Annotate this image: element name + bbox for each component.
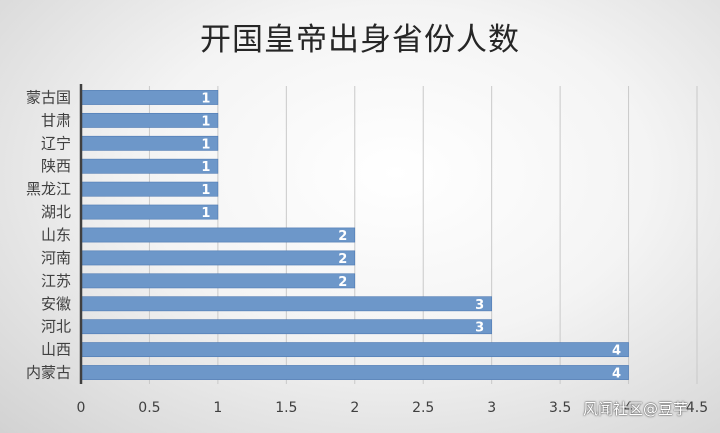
bar xyxy=(80,273,356,289)
data-label: 1 xyxy=(201,114,210,129)
data-label: 2 xyxy=(338,275,347,290)
category-label: 山西 xyxy=(41,341,71,359)
category-label: 安徽 xyxy=(41,295,71,313)
bar xyxy=(80,112,219,128)
bar xyxy=(80,227,356,243)
data-label: 1 xyxy=(201,160,210,175)
data-label: 1 xyxy=(201,91,210,106)
category-label: 辽宁 xyxy=(41,134,71,152)
bar xyxy=(80,158,219,174)
bar xyxy=(80,204,219,220)
data-label: 2 xyxy=(338,229,347,244)
category-label: 湖北 xyxy=(41,203,71,221)
category-label: 甘肃 xyxy=(41,111,71,129)
bar xyxy=(80,250,356,266)
bar xyxy=(80,181,219,197)
category-label: 河南 xyxy=(41,249,71,267)
watermark-text: 风闻社区@豆芋 xyxy=(583,400,689,418)
category-label: 黑龙江 xyxy=(26,180,71,198)
data-label: 3 xyxy=(475,321,484,336)
bar xyxy=(80,365,629,380)
category-label: 蒙古国 xyxy=(26,88,71,106)
data-label: 1 xyxy=(201,206,210,221)
bar xyxy=(80,296,492,312)
category-label: 山东 xyxy=(41,226,71,244)
category-label: 陕西 xyxy=(41,157,71,175)
bar xyxy=(80,342,629,358)
data-label: 1 xyxy=(201,137,210,152)
x-tick-label: 3.5 xyxy=(549,400,571,416)
bar xyxy=(80,90,219,105)
category-label: 内蒙古 xyxy=(26,364,71,382)
category-label: 河北 xyxy=(41,318,71,336)
x-tick-label: 1.5 xyxy=(275,400,297,416)
chart-title: 开国皇帝出身省份人数 xyxy=(200,22,520,58)
data-label: 4 xyxy=(612,367,621,382)
x-tick-label: 2 xyxy=(350,400,359,416)
data-label: 4 xyxy=(612,344,621,359)
data-label: 1 xyxy=(201,183,210,198)
x-tick-label: 0.5 xyxy=(138,400,160,416)
x-tick-label: 0 xyxy=(77,400,86,416)
bar xyxy=(80,135,219,151)
data-label: 3 xyxy=(475,298,484,313)
x-tick-label: 1 xyxy=(213,400,222,416)
x-tick-label: 4.5 xyxy=(686,400,708,416)
x-tick-label: 3 xyxy=(487,400,496,416)
x-tick-label: 2.5 xyxy=(412,400,434,416)
x-tick-label: 4 xyxy=(624,400,633,416)
data-label: 2 xyxy=(338,252,347,267)
bar xyxy=(80,319,492,335)
category-label: 江苏 xyxy=(41,272,71,290)
